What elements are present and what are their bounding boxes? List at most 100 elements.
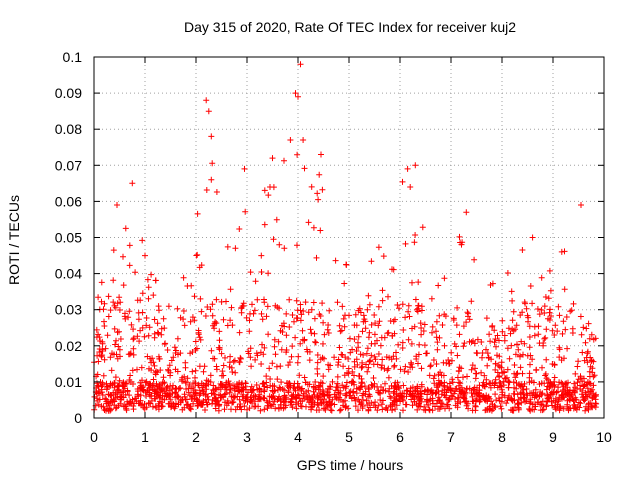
data-point [363, 397, 370, 404]
data-point [189, 368, 196, 375]
data-point [261, 344, 268, 351]
data-point [456, 331, 463, 338]
data-point [436, 312, 443, 319]
data-point [261, 406, 268, 413]
data-point [96, 396, 103, 403]
data-point [342, 312, 348, 319]
data-point [289, 312, 296, 318]
data-point [426, 407, 433, 414]
data-point [126, 351, 133, 358]
data-point [486, 331, 493, 338]
data-point [226, 359, 233, 366]
data-point [541, 380, 548, 387]
data-point [529, 356, 536, 363]
data-point [526, 344, 533, 351]
data-point [261, 187, 268, 194]
y-tick-label: 0.01 [55, 374, 82, 390]
data-point [527, 361, 533, 368]
data-point [184, 283, 191, 289]
data-point [202, 313, 209, 319]
data-point [151, 362, 158, 369]
data-point [325, 366, 332, 373]
data-point [107, 307, 114, 314]
data-point [267, 376, 274, 382]
data-point [159, 399, 165, 406]
data-point [100, 403, 107, 410]
data-point [356, 385, 362, 391]
data-point [584, 348, 591, 355]
data-point [469, 362, 476, 369]
data-point [312, 384, 319, 391]
data-point [221, 406, 228, 413]
data-point [319, 186, 326, 193]
data-point [228, 364, 235, 371]
y-tick-label: 0.09 [55, 85, 82, 101]
data-point [501, 392, 508, 399]
data-point [430, 357, 437, 363]
data-point [472, 403, 479, 410]
data-point [441, 311, 448, 318]
data-point [116, 377, 123, 384]
data-point [234, 381, 240, 387]
data-point [158, 331, 165, 338]
data-point [209, 312, 216, 319]
data-point [402, 401, 409, 408]
x-tick-label: 5 [345, 429, 353, 445]
data-point [179, 396, 186, 403]
data-point [506, 355, 513, 362]
data-point [114, 202, 120, 208]
data-point [274, 387, 281, 393]
data-point [396, 395, 403, 402]
data-point [111, 384, 118, 391]
data-point [379, 297, 386, 304]
data-point [585, 320, 592, 327]
data-point [555, 398, 562, 405]
data-point [208, 176, 215, 183]
data-point [164, 347, 171, 353]
data-point [428, 390, 435, 396]
data-point [377, 342, 384, 349]
data-point [356, 398, 363, 405]
data-point [287, 137, 294, 143]
data-point [326, 307, 333, 314]
data-point [371, 312, 378, 318]
data-point [379, 406, 386, 413]
data-point [308, 306, 315, 313]
data-point [112, 391, 119, 398]
data-point [589, 395, 596, 402]
data-point [154, 320, 161, 327]
data-point [463, 402, 470, 409]
data-point [202, 382, 209, 389]
data-point [363, 350, 370, 357]
data-point [526, 323, 533, 330]
data-point [289, 404, 296, 411]
data-point [364, 306, 371, 313]
data-point [258, 252, 265, 259]
data-point [578, 331, 585, 338]
data-point [282, 404, 289, 411]
data-point [542, 334, 549, 341]
y-tick-label: 0 [74, 410, 82, 426]
data-point [213, 189, 220, 195]
data-point [97, 338, 104, 344]
data-point [547, 287, 554, 294]
data-point [207, 372, 214, 379]
data-point [220, 362, 227, 369]
data-point [526, 406, 533, 413]
data-point [543, 326, 550, 333]
data-point [314, 396, 321, 402]
data-point [355, 333, 362, 340]
data-point [429, 329, 435, 336]
data-point [548, 381, 555, 388]
data-point [103, 386, 110, 393]
data-point [500, 378, 507, 385]
data-point [389, 407, 396, 414]
data-point [108, 367, 115, 374]
data-point [227, 386, 234, 393]
data-point [400, 327, 407, 333]
data-point [385, 293, 391, 300]
data-point [216, 391, 222, 398]
data-point [294, 359, 301, 366]
data-point [286, 359, 293, 366]
data-point [432, 390, 439, 397]
